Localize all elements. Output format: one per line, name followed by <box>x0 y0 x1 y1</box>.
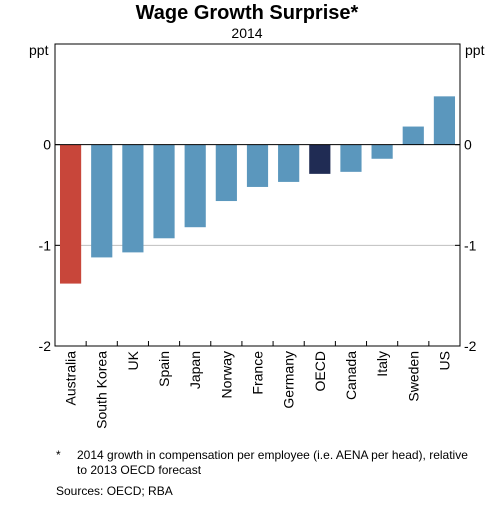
chart-subtitle: 2014 <box>231 25 263 41</box>
bar-japan <box>184 144 206 228</box>
y-tick-label-left: -2 <box>39 338 52 354</box>
bar-canada <box>340 144 362 172</box>
footnote-text: 2014 growth in compensation per employee… <box>77 448 468 477</box>
bar-oecd <box>309 144 331 174</box>
bar-france <box>246 144 269 187</box>
bar-italy <box>371 144 393 159</box>
bar-us <box>433 96 456 145</box>
y-tick-label-left: -1 <box>39 237 52 253</box>
bar-australia <box>59 144 82 284</box>
x-category-label: Australia <box>63 351 79 406</box>
bar-spain <box>153 144 175 239</box>
y-unit-left: ppt <box>29 42 49 58</box>
x-category-label: US <box>436 351 452 370</box>
x-category-label: Canada <box>343 351 359 400</box>
footnote-mark: * <box>56 448 61 462</box>
bar-sweden <box>402 126 424 145</box>
sources-note: Sources: OECD; RBA <box>56 484 173 498</box>
bar-south-korea <box>91 144 113 258</box>
y-unit-right: ppt <box>465 42 485 58</box>
x-category-label: Spain <box>156 351 172 387</box>
y-tick-label-right: -1 <box>464 237 477 253</box>
bar-uk <box>122 144 144 253</box>
plot-frame <box>54 43 461 347</box>
x-category-label: France <box>250 351 266 395</box>
x-category-label: UK <box>125 350 141 370</box>
y-tick-label-left: 0 <box>43 137 51 153</box>
bar-norway <box>215 144 237 202</box>
x-category-label: Italy <box>374 351 390 377</box>
bar-germany <box>278 144 300 182</box>
x-category-label: Japan <box>187 351 203 389</box>
x-category-label: OECD <box>312 351 328 391</box>
x-category-label: Germany <box>281 351 297 409</box>
x-category-label: Sweden <box>405 351 421 402</box>
x-category-label: Norway <box>218 351 234 398</box>
x-category-label: South Korea <box>94 351 110 429</box>
chart-title: Wage Growth Surprise* <box>135 2 359 24</box>
y-tick-label-right: 0 <box>464 137 472 153</box>
y-tick-label-right: -2 <box>464 338 477 354</box>
